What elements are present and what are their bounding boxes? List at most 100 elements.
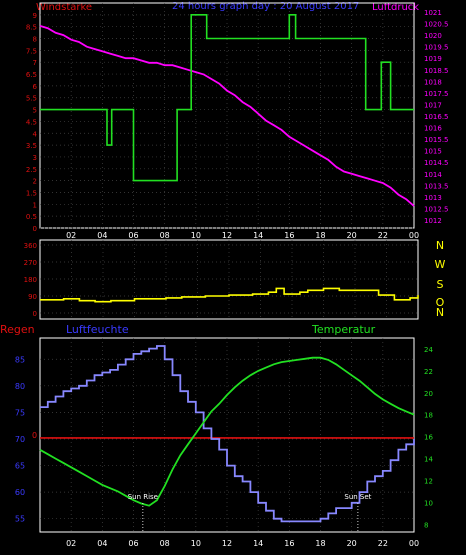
series-line-windstärke [40, 14, 414, 182]
bottom-left-tick-label: 55 [15, 515, 25, 524]
top-right-tick-label: 1016 [424, 125, 442, 133]
compass-label: N [436, 306, 444, 319]
bottom-x-tick-label: 20 [347, 539, 357, 548]
top-right-tick-label: 1013 [424, 194, 442, 202]
header-title: 24 hours graph day : 20 August 2017 [172, 1, 359, 12]
bottom-x-tick-label: 10 [191, 539, 201, 548]
bottom-left-tick-label: 70 [15, 435, 25, 444]
top-x-tick-label: 12 [222, 231, 232, 240]
bottom-right-tick-label: 22 [424, 368, 433, 376]
top-right-tick-label: 1017 [424, 101, 442, 109]
top-left-tick-label: 5 [33, 107, 37, 115]
bottom-x-tick-label: 22 [378, 539, 388, 548]
top-right-tick-label: 1014.5 [424, 159, 449, 167]
top-left-tick-label: 6 [33, 83, 38, 91]
series-line-luftdruck [39, 25, 415, 207]
header-regen: Regen [0, 323, 35, 336]
bottom-left-tick-label: 80 [15, 382, 25, 391]
bottom-right-tick-label: 20 [424, 390, 433, 398]
header-luftfeuchte: Luftfeuchte [66, 323, 129, 336]
top-left-tick-label: 1.5 [26, 189, 37, 197]
top-left-tick-label: 1 [33, 201, 37, 209]
top-left-tick-label: 0.5 [26, 213, 37, 221]
top-left-tick-label: 4.5 [26, 118, 37, 126]
bottom-x-tick-label: 06 [128, 539, 138, 548]
rain-value-label: 0 [32, 431, 37, 440]
top-x-tick-label: 18 [315, 231, 325, 240]
top-x-tick-label: 08 [160, 231, 170, 240]
top-left-tick-label: 4 [33, 130, 38, 138]
bottom-left-tick-label: 85 [15, 355, 25, 364]
top-left-tick-label: 6.5 [26, 71, 37, 79]
top-right-tick-label: 1015 [424, 148, 442, 156]
pressure-wind-chart: 0 0.5 1 1.5 2 2.5 3 3.5 4 4.5 5 5.5 6 6.5 7 7.5 8 8.5 9 10… [26, 2, 449, 240]
mid-left-tick-label: 180 [24, 276, 37, 284]
top-right-tick-label: 1014 [424, 171, 442, 179]
humidity-temperature-chart: 55 60 65 70 75 80 85 8 10 12 14 16 18 20 22 24 02 04 06 0… [15, 337, 433, 548]
top-left-tick-label: 8.5 [26, 24, 37, 32]
top-right-tick-label: 1018 [424, 78, 442, 86]
top-right-tick-label: 1019.5 [424, 44, 449, 52]
compass-label: S [437, 278, 444, 291]
series-line-windrichtung [40, 287, 419, 303]
top-x-tick-label: 16 [284, 231, 294, 240]
bottom-left-tick-label: 75 [15, 408, 25, 417]
bottom-left-tick-label: 60 [15, 488, 25, 497]
top-left-tick-label: 5.5 [26, 95, 37, 103]
top-left-tick-label: 3.5 [26, 142, 37, 150]
bottom-x-tick-label: 14 [253, 539, 263, 548]
top-left-tick-label: 8 [33, 36, 37, 44]
compass-label: N [436, 239, 444, 252]
mid-left-tick-label: 360 [24, 242, 37, 250]
series-line-luftfeuchte [40, 345, 415, 523]
top-x-tick-label: 00 [409, 231, 419, 240]
top-left-tick-label: 7 [33, 59, 37, 67]
top-right-tick-label: 1015.5 [424, 136, 449, 144]
top-right-tick-label: 1017.5 [424, 90, 449, 98]
mid-left-tick-label: 270 [24, 259, 37, 267]
top-x-tick-label: 20 [347, 231, 357, 240]
top-x-tick-label: 10 [191, 231, 201, 240]
bottom-right-tick-label: 16 [424, 434, 433, 442]
bottom-right-tick-label: 10 [424, 499, 433, 507]
bottom-x-tick-label: 04 [97, 539, 107, 548]
bottom-right-tick-label: 14 [424, 456, 433, 464]
top-right-tick-label: 1012.5 [424, 205, 449, 213]
compass-label: W [435, 258, 446, 271]
header-windstaerke: Windstärke [36, 2, 92, 13]
bottom-x-tick-label: 08 [160, 539, 170, 548]
header-luftdruck: Luftdruck [372, 2, 419, 13]
bottom-x-tick-label: 00 [409, 539, 419, 548]
top-right-tick-label: 1021 [424, 9, 442, 17]
top-x-tick-label: 06 [128, 231, 138, 240]
top-right-tick-label: 1019 [424, 55, 442, 63]
bottom-right-tick-label: 8 [424, 521, 428, 529]
mid-left-tick-label: 90 [28, 293, 37, 301]
bottom-x-tick-label: 18 [315, 539, 325, 548]
series-line-temperatur [39, 356, 415, 507]
top-left-tick-label: 2 [33, 178, 37, 186]
top-x-tick-label: 02 [66, 231, 76, 240]
top-left-tick-label: 9 [33, 12, 37, 20]
top-x-tick-label: 04 [97, 231, 107, 240]
top-left-tick-label: 2.5 [26, 166, 37, 174]
bottom-right-tick-label: 12 [424, 477, 433, 485]
bottom-x-tick-label: 02 [66, 539, 76, 548]
top-right-tick-label: 1013.5 [424, 182, 449, 190]
top-right-tick-label: 1020.5 [424, 21, 449, 29]
bottom-left-tick-label: 65 [15, 462, 25, 471]
header-temperatur: Temperatur [311, 323, 376, 336]
top-left-tick-label: 3 [33, 154, 37, 162]
top-x-tick-label: 14 [253, 231, 263, 240]
bottom-right-tick-label: 24 [424, 346, 433, 354]
mid-left-tick-label: 0 [33, 310, 37, 318]
top-left-tick-label: 0 [33, 225, 37, 233]
sun-annotation-label: Sun Rise [128, 493, 158, 501]
top-right-tick-label: 1018.5 [424, 67, 449, 75]
bottom-right-tick-label: 18 [424, 412, 433, 420]
bottom-x-tick-label: 12 [222, 539, 232, 548]
sun-annotation-label: Sun Set [344, 493, 371, 501]
top-x-tick-label: 22 [378, 231, 388, 240]
